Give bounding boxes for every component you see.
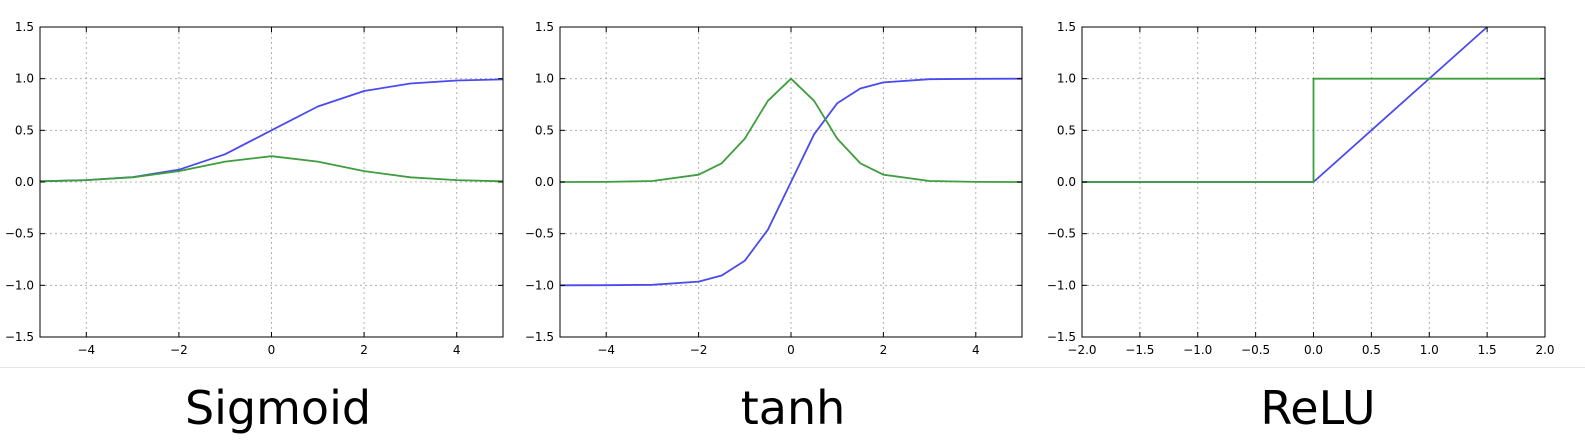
relu-xtick-label: 0.5 — [1362, 343, 1381, 357]
relu-ytick-label: −1.0 — [1047, 278, 1076, 292]
caption-sigmoid: Sigmoid — [184, 381, 372, 435]
sigmoid-xtick-label: 4 — [453, 343, 461, 357]
divider — [0, 367, 1585, 368]
sigmoid-xtick-label: −2 — [170, 343, 188, 357]
sigmoid-ytick-label: −1.5 — [5, 330, 34, 344]
relu-ytick-label: −0.5 — [1047, 227, 1076, 241]
relu-ytick-label: 0.0 — [1057, 175, 1076, 189]
tanh-xtick-label: 4 — [972, 343, 980, 357]
tanh-xtick-label: 2 — [880, 343, 888, 357]
relu-function-line — [1082, 26, 1488, 183]
relu-ytick-label: −1.5 — [1047, 330, 1076, 344]
sigmoid-ytick-label: 1.5 — [15, 20, 34, 34]
tanh-ytick-label: −1.0 — [525, 278, 554, 292]
sigmoid-xtick-label: −4 — [77, 343, 95, 357]
tanh-function-line — [559, 77, 1023, 287]
relu-xtick-label: −1.0 — [1183, 343, 1212, 357]
sigmoid-derivative-line — [39, 155, 504, 183]
relu-xtick-label: 2.0 — [1535, 343, 1554, 357]
relu-ytick-label: 0.5 — [1057, 123, 1076, 137]
tanh-xtick-label: −4 — [597, 343, 615, 357]
relu-ytick-label: 1.0 — [1057, 72, 1076, 86]
tanh-ytick-label: −1.5 — [525, 330, 554, 344]
relu-xtick-label: 1.0 — [1420, 343, 1439, 357]
sigmoid-function-line — [39, 78, 504, 183]
tanh-ytick-label: 0.5 — [535, 123, 554, 137]
caption-tanh: tanh — [740, 381, 846, 435]
sigmoid-ytick-label: 0.5 — [15, 123, 34, 137]
relu-derivative-line — [1082, 77, 1545, 183]
tanh-ytick-label: −0.5 — [525, 227, 554, 241]
tanh-xtick-label: 0 — [787, 343, 795, 357]
activation-charts: −4 −2 0 2 4 1.5 1.0 0.5 0.0 −0.5 −1.0 −1.5 −4 −2 0 2 4 1.… — [5, 20, 1555, 357]
sigmoid-ytick-label: 0.0 — [15, 175, 34, 189]
sigmoid-xtick-label: 2 — [360, 343, 368, 357]
relu-xtick-label: −0.5 — [1241, 343, 1270, 357]
relu-xtick-label: −1.5 — [1125, 343, 1154, 357]
caption-relu: ReLU — [1260, 381, 1376, 435]
tanh-ytick-label: 0.0 — [535, 175, 554, 189]
relu-ytick-label: 1.5 — [1057, 20, 1076, 34]
relu-xtick-label: 1.5 — [1478, 343, 1497, 357]
sigmoid-ytick-label: 1.0 — [15, 72, 34, 86]
sigmoid-xtick-label: 0 — [268, 343, 276, 357]
relu-xtick-label: −2.0 — [1067, 343, 1096, 357]
sigmoid-ytick-label: −1.0 — [5, 278, 34, 292]
tanh-ytick-label: 1.0 — [535, 72, 554, 86]
tanh-ytick-label: 1.5 — [535, 20, 554, 34]
relu-xtick-label: 0.0 — [1304, 343, 1323, 357]
tanh-xtick-label: −2 — [690, 343, 708, 357]
sigmoid-ytick-label: −0.5 — [5, 227, 34, 241]
tanh-derivative-line — [559, 77, 1023, 183]
